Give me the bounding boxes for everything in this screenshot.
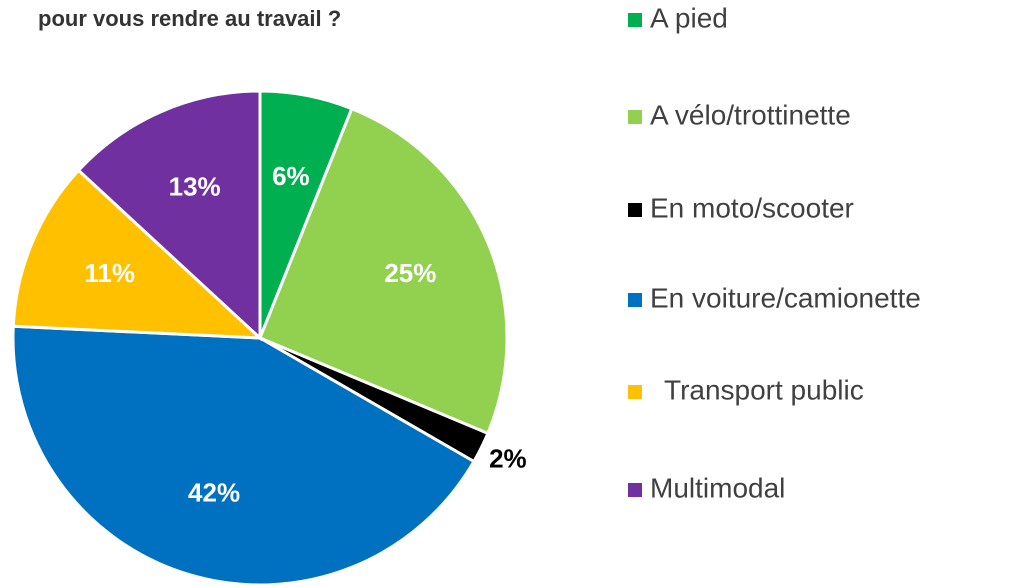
- data-label: 6%: [272, 161, 310, 191]
- legend-swatch: [628, 385, 642, 399]
- pie-slice: [11, 324, 476, 587]
- legend-swatch: [628, 110, 642, 124]
- legend-swatch: [628, 483, 642, 497]
- data-label: 25%: [384, 258, 436, 288]
- legend-label: Multimodal: [650, 472, 785, 503]
- legend-swatch: [628, 293, 642, 307]
- pie-slice: [76, 89, 262, 342]
- pie-slice: [11, 168, 265, 340]
- legend-label: A vélo/trottinette: [650, 99, 851, 130]
- data-label: 11%: [84, 258, 135, 288]
- legend-swatch: [628, 203, 642, 217]
- legend-swatch: [628, 13, 642, 27]
- pie-slice: [258, 106, 509, 436]
- data-label: 13%: [169, 172, 221, 202]
- legend-label: En voiture/camionette: [650, 282, 921, 313]
- chart-title: pour vous rendre au travail ?: [38, 6, 341, 31]
- legend-label: A pied: [650, 2, 728, 33]
- data-label: 2%: [489, 444, 527, 474]
- legend-label: Transport public: [664, 374, 864, 405]
- legend-label: En moto/scooter: [650, 192, 854, 223]
- data-label: 42%: [188, 477, 240, 507]
